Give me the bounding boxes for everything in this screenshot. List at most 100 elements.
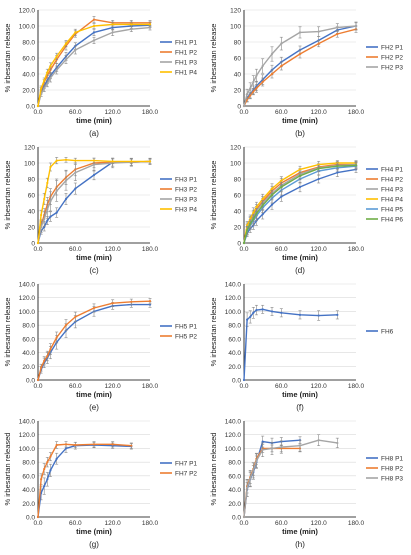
- x-tick-label: 0.0: [33, 520, 42, 527]
- data-point: [255, 459, 258, 462]
- data-point: [46, 208, 49, 211]
- data-point: [92, 24, 96, 28]
- y-axis-label: % irbesartan release: [209, 24, 218, 93]
- data-point: [261, 308, 264, 311]
- series-line: [243, 164, 357, 244]
- data-point: [280, 445, 283, 449]
- series-line: [37, 159, 150, 244]
- legend-label: FH2 P1: [381, 45, 403, 52]
- series-line: [243, 308, 338, 381]
- x-tick-label: 120.0: [311, 109, 328, 116]
- data-point: [317, 314, 320, 317]
- y-tick-label: 120.0: [225, 295, 242, 302]
- x-axis-label: time (min): [282, 116, 318, 125]
- y-tick-label: 40.0: [228, 350, 241, 357]
- series-line: [243, 439, 338, 518]
- data-point: [130, 28, 133, 31]
- data-point: [261, 440, 264, 443]
- x-tick-label: 0.0: [33, 109, 42, 116]
- x-axis-label: time (min): [76, 390, 112, 399]
- x-tick-label: 60.0: [69, 246, 82, 253]
- y-tick-label: 120: [230, 8, 241, 15]
- data-point: [111, 31, 114, 34]
- series-fh5-p2: [36, 298, 152, 382]
- data-point: [148, 160, 152, 163]
- data-point: [242, 378, 246, 382]
- x-tick-label: 180.0: [142, 109, 159, 116]
- data-point: [280, 185, 283, 189]
- data-point: [36, 104, 40, 108]
- data-point: [242, 515, 246, 519]
- data-point: [111, 160, 114, 163]
- data-point: [246, 318, 249, 321]
- data-point: [148, 300, 152, 303]
- panel-label: (f): [296, 403, 304, 412]
- data-point: [49, 348, 52, 351]
- y-tick-label: 140.0: [225, 419, 242, 426]
- data-point: [36, 241, 40, 245]
- y-tick-label: 60: [234, 56, 242, 63]
- data-point: [64, 42, 68, 45]
- data-point: [74, 187, 77, 190]
- legend-label: FH3 P1: [175, 177, 197, 184]
- chart-panel-g: 0.0 20.0 40.0 60.0 80.0 100.0 120.0 140.0 0.0 60.…: [3, 419, 197, 550]
- legend-label: FH5 P2: [175, 334, 197, 341]
- y-tick-label: 80: [234, 177, 242, 184]
- x-tick-label: 180.0: [142, 383, 159, 390]
- data-point: [36, 378, 40, 382]
- x-tick-label: 120.0: [105, 246, 122, 253]
- data-point: [92, 306, 96, 310]
- y-tick-label: 120.0: [19, 432, 36, 439]
- y-axis-label: % irbesartan released: [3, 433, 12, 506]
- y-axis-label: % irbesartan release: [3, 24, 12, 93]
- y-tick-label: 100.0: [19, 24, 36, 31]
- y-tick-label: 0.0: [232, 378, 241, 385]
- data-point: [270, 72, 274, 76]
- legend-label: FH2 P3: [381, 65, 403, 72]
- data-point: [261, 197, 264, 201]
- y-tick-label: 80.0: [228, 323, 241, 330]
- x-tick-label: 0.0: [33, 246, 42, 253]
- data-point: [92, 173, 96, 177]
- y-axis-label: % irbesartan released: [209, 433, 218, 506]
- y-tick-label: 40: [28, 209, 36, 216]
- data-point: [55, 159, 58, 162]
- data-point: [46, 71, 49, 74]
- data-point: [252, 469, 255, 472]
- chart-panel-b: 0 20 40 60 80 100 120 0.0 60.0 120.0 180.0 time (mi…: [209, 8, 403, 139]
- data-point: [252, 90, 255, 93]
- y-tick-label: 60: [234, 193, 242, 200]
- y-tick-label: 0: [31, 241, 35, 248]
- y-tick-label: 40.0: [228, 487, 241, 494]
- data-point: [64, 158, 68, 161]
- data-point: [336, 165, 339, 168]
- y-tick-label: 0: [237, 241, 241, 248]
- x-tick-label: 0.0: [239, 383, 248, 390]
- legend-label: FH5 P1: [175, 324, 197, 331]
- data-point: [249, 222, 252, 225]
- y-tick-label: 0.0: [26, 104, 35, 111]
- data-point: [130, 300, 133, 303]
- x-tick-label: 180.0: [348, 383, 365, 390]
- data-point: [261, 213, 264, 216]
- x-axis-label: time (min): [282, 527, 318, 536]
- data-point: [246, 92, 249, 96]
- series-line: [37, 444, 132, 518]
- y-tick-label: 0.0: [232, 515, 241, 522]
- series-line: [37, 303, 150, 381]
- y-axis-label: % irbesartan release: [209, 161, 218, 230]
- x-tick-label: 60.0: [69, 109, 82, 116]
- data-point: [64, 179, 68, 182]
- data-point: [242, 241, 246, 245]
- series-fh2-p3: [242, 21, 358, 108]
- data-point: [64, 58, 68, 61]
- x-tick-label: 0.0: [33, 383, 42, 390]
- data-point: [336, 171, 339, 174]
- data-point: [336, 32, 339, 36]
- data-point: [280, 311, 283, 314]
- data-point: [242, 104, 246, 108]
- y-tick-label: 80.0: [22, 460, 35, 467]
- y-tick-label: 80.0: [22, 323, 35, 330]
- data-point: [74, 171, 77, 174]
